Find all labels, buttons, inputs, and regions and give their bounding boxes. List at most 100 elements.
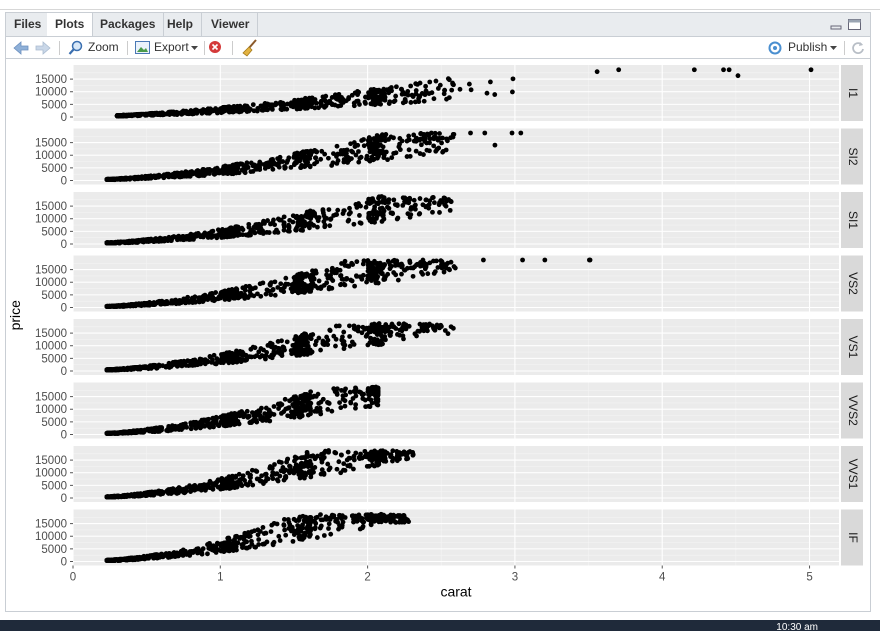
- data-point: [337, 400, 342, 405]
- tab-packages[interactable]: Packages: [92, 13, 164, 37]
- data-point: [167, 487, 172, 492]
- data-point: [323, 99, 328, 104]
- data-point: [511, 76, 516, 81]
- data-point: [407, 449, 412, 454]
- data-point: [418, 81, 423, 86]
- next-plot-button[interactable]: [34, 37, 52, 59]
- data-point: [286, 406, 291, 411]
- facet-strip-label: IF: [846, 532, 860, 543]
- y-tick-label: 10000: [35, 87, 67, 99]
- data-point: [279, 468, 284, 473]
- data-point: [353, 451, 358, 456]
- maximize-pane-button[interactable]: [848, 19, 860, 29]
- data-point: [146, 174, 151, 179]
- data-point: [399, 272, 404, 277]
- data-point: [322, 533, 327, 538]
- tab-files[interactable]: Files: [6, 13, 50, 37]
- data-point: [425, 271, 430, 276]
- data-point: [400, 203, 405, 208]
- data-point: [364, 205, 369, 210]
- data-point: [376, 322, 381, 327]
- remove-plot-button[interactable]: [208, 37, 222, 59]
- minimize-pane-button[interactable]: [830, 19, 842, 29]
- data-point: [256, 408, 261, 413]
- data-point: [360, 456, 365, 461]
- data-point: [295, 277, 300, 282]
- refresh-plot-button[interactable]: [851, 37, 867, 59]
- data-point: [313, 155, 318, 160]
- data-point: [132, 175, 137, 180]
- data-point: [374, 273, 379, 278]
- data-point: [327, 285, 332, 290]
- tab-help[interactable]: Help: [159, 13, 202, 37]
- data-point: [385, 272, 390, 277]
- toolbar-separator: [204, 41, 205, 55]
- data-point: [302, 164, 307, 169]
- data-point: [314, 101, 319, 106]
- data-point: [302, 219, 307, 224]
- data-point: [312, 213, 317, 218]
- data-point: [295, 282, 300, 287]
- data-point: [293, 228, 298, 233]
- data-point: [446, 331, 451, 336]
- facet-strip-label: VVS1: [846, 459, 860, 490]
- data-point: [442, 196, 447, 201]
- data-point: [307, 215, 312, 220]
- data-point: [372, 145, 377, 150]
- window-top-strip: [0, 0, 880, 10]
- export-menu-button[interactable]: Export: [133, 37, 199, 59]
- data-point: [307, 225, 312, 230]
- data-point: [134, 302, 139, 307]
- y-tick-label: 15000: [35, 74, 67, 86]
- data-point: [239, 226, 244, 231]
- data-point: [418, 131, 423, 136]
- y-tick-label: 0: [61, 430, 67, 442]
- data-point: [413, 81, 418, 86]
- y-tick-label: 0: [61, 493, 67, 505]
- data-point: [433, 269, 438, 274]
- data-point: [363, 404, 368, 409]
- data-point: [437, 210, 442, 215]
- data-point: [308, 351, 313, 356]
- tab-plots[interactable]: Plots: [47, 13, 93, 38]
- data-point: [430, 195, 435, 200]
- data-point: [386, 90, 391, 95]
- y-tick-label: 5000: [41, 480, 67, 492]
- data-point: [317, 279, 322, 284]
- data-point: [363, 398, 368, 403]
- data-point: [135, 365, 140, 370]
- data-point: [270, 355, 275, 360]
- zoom-label: Zoom: [88, 37, 119, 58]
- publish-menu-button[interactable]: Publish: [766, 37, 838, 59]
- clear-all-plots-button[interactable]: [241, 37, 259, 59]
- zoom-button[interactable]: Zoom: [66, 37, 122, 59]
- previous-plot-button[interactable]: [12, 37, 30, 59]
- y-tick-label: 5000: [41, 544, 67, 556]
- data-point: [408, 100, 413, 105]
- data-point: [253, 415, 258, 420]
- data-point: [388, 263, 393, 268]
- tab-viewer[interactable]: Viewer: [203, 13, 258, 37]
- data-point: [430, 210, 435, 215]
- data-point: [310, 268, 315, 273]
- data-point: [439, 141, 444, 146]
- data-point: [347, 206, 352, 211]
- data-point: [233, 412, 238, 417]
- data-point: [351, 467, 356, 472]
- data-point: [319, 400, 324, 405]
- data-point: [736, 73, 741, 78]
- data-point: [126, 367, 131, 372]
- data-point: [324, 272, 329, 277]
- data-point: [322, 450, 327, 455]
- data-point: [348, 141, 353, 146]
- data-point: [142, 175, 147, 180]
- data-point: [353, 402, 358, 407]
- data-point: [298, 290, 303, 295]
- data-point: [158, 489, 163, 494]
- data-point: [273, 102, 278, 107]
- data-point: [171, 490, 176, 495]
- data-point: [141, 365, 146, 370]
- data-point: [419, 270, 424, 275]
